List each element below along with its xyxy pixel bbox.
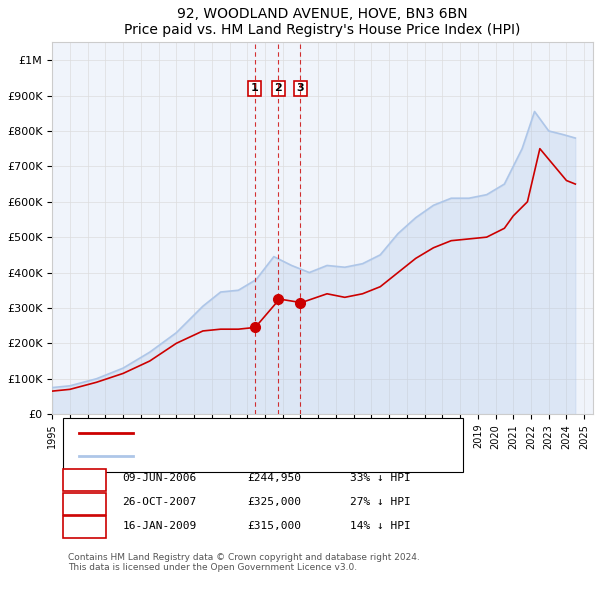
Text: 3: 3	[81, 520, 88, 530]
FancyBboxPatch shape	[63, 516, 106, 538]
Text: 09-JUN-2006: 09-JUN-2006	[122, 473, 197, 483]
Text: 3: 3	[296, 84, 304, 93]
Text: 26-OCT-2007: 26-OCT-2007	[122, 497, 197, 507]
Text: 16-JAN-2009: 16-JAN-2009	[122, 520, 197, 530]
Text: £325,000: £325,000	[247, 497, 301, 507]
Text: 2: 2	[274, 84, 282, 93]
Text: 1: 1	[81, 473, 88, 483]
Text: 14% ↓ HPI: 14% ↓ HPI	[350, 520, 410, 530]
FancyBboxPatch shape	[63, 493, 106, 514]
Text: £244,950: £244,950	[247, 473, 301, 483]
FancyBboxPatch shape	[63, 418, 463, 471]
Title: 92, WOODLAND AVENUE, HOVE, BN3 6BN
Price paid vs. HM Land Registry's House Price: 92, WOODLAND AVENUE, HOVE, BN3 6BN Price…	[124, 7, 521, 37]
Text: £315,000: £315,000	[247, 520, 301, 530]
FancyBboxPatch shape	[63, 469, 106, 491]
Text: HPI: Average price, detached house, Brighton and Hove: HPI: Average price, detached house, Brig…	[139, 451, 429, 461]
Text: 2: 2	[81, 497, 88, 507]
Text: 27% ↓ HPI: 27% ↓ HPI	[350, 497, 410, 507]
Text: 1: 1	[251, 84, 259, 93]
Text: 92, WOODLAND AVENUE, HOVE, BN3 6BN (detached house): 92, WOODLAND AVENUE, HOVE, BN3 6BN (deta…	[139, 428, 451, 438]
Text: Contains HM Land Registry data © Crown copyright and database right 2024.
This d: Contains HM Land Registry data © Crown c…	[68, 553, 420, 572]
Text: 33% ↓ HPI: 33% ↓ HPI	[350, 473, 410, 483]
